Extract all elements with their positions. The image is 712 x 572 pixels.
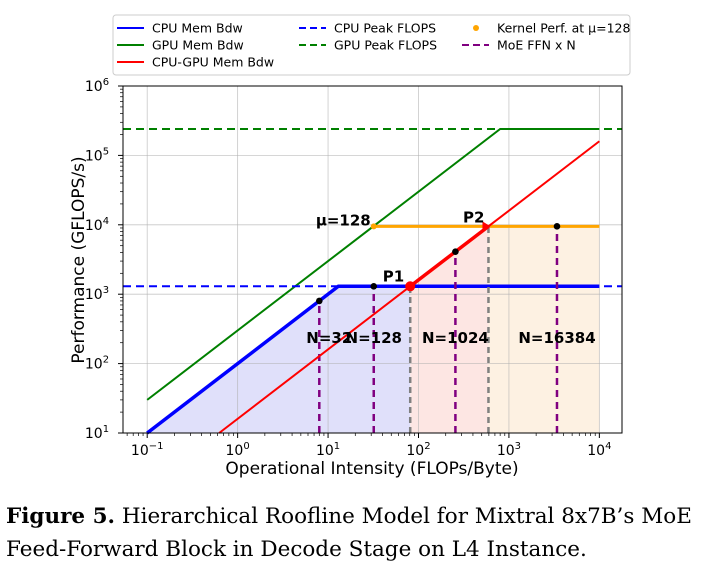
n-label: N=128 <box>346 329 402 347</box>
legend-marker-kernel-perf-at-128 <box>473 25 479 31</box>
caption-text: Hierarchical Roofline Model for Mixtral … <box>6 504 692 562</box>
caption-label: Figure 5. <box>6 504 116 529</box>
kernel-perf-point <box>370 223 377 230</box>
legend-label-gpu-peak-flops: GPU Peak FLOPS <box>334 38 437 53</box>
p1-label: P1 <box>383 267 404 285</box>
roofline-chart: P1 P2 μ=128 N=32N=128 N=1024 N=16384 10−1 100 1… <box>69 14 631 479</box>
legend-label-moe-ffn-x-n: MoE FFN x N <box>497 38 576 53</box>
legend: CPU Mem Bdw GPU Mem Bdw CPU-GPU Mem Bdw CPU… <box>112 14 631 76</box>
legend-label-kernel-perf-at-128: Kernel Perf. at μ=128 <box>497 21 630 36</box>
region-transfer-bound <box>410 226 489 433</box>
region-cpu-bound <box>147 286 411 433</box>
legend-label-gpu-mem-bdw: GPU Mem Bdw <box>152 38 244 53</box>
x-tick-label: 102 <box>406 441 430 459</box>
cpu-gpu-mem-bdw-line <box>218 285 411 434</box>
moe-ffn-point <box>553 223 561 230</box>
legend-label-cpu-mem-bdw: CPU Mem Bdw <box>152 21 243 36</box>
x-tick-label: 103 <box>497 441 521 459</box>
n-label: N=32 <box>306 329 352 347</box>
p2-label: P2 <box>463 208 484 226</box>
p2-point <box>482 221 491 232</box>
moe-ffn-point <box>452 248 459 255</box>
p1-point <box>405 281 416 292</box>
plot-frame <box>122 85 623 434</box>
cpu-gpu-mem-bdw-bold <box>409 224 490 288</box>
n-label: N=1024 <box>422 329 489 347</box>
x-tick-label: 104 <box>587 441 611 459</box>
legend-frame <box>112 14 631 76</box>
mu-label: μ=128 <box>316 211 371 229</box>
x-tick-label: 10−1 <box>131 441 164 459</box>
figure-caption: Figure 5. Hierarchical Roofline Model fo… <box>6 500 712 566</box>
region-gpu-bound <box>488 226 600 433</box>
y-tick-label: 101 <box>85 424 109 442</box>
n-label: N=16384 <box>518 329 595 347</box>
x-tick-label: 101 <box>316 441 340 459</box>
moe-ffn-point <box>315 297 323 305</box>
y-axis-label: Performance (GFLOPS/s) <box>69 156 89 363</box>
y-tick-label: 106 <box>85 77 109 95</box>
legend-label-cpu-peak-flops: CPU Peak FLOPS <box>334 21 436 36</box>
x-axis-label: Operational Intensity (FLOPs/Byte) <box>225 459 518 479</box>
cpu-mem-bdw-line <box>146 284 600 435</box>
legend-label-cpu-gpu-mem-bdw: CPU-GPU Mem Bdw <box>152 55 274 70</box>
x-tick-label: 100 <box>226 441 250 459</box>
moe-ffn-point <box>370 282 378 290</box>
cpu-gpu-mem-bdw-line-upper <box>487 140 600 228</box>
